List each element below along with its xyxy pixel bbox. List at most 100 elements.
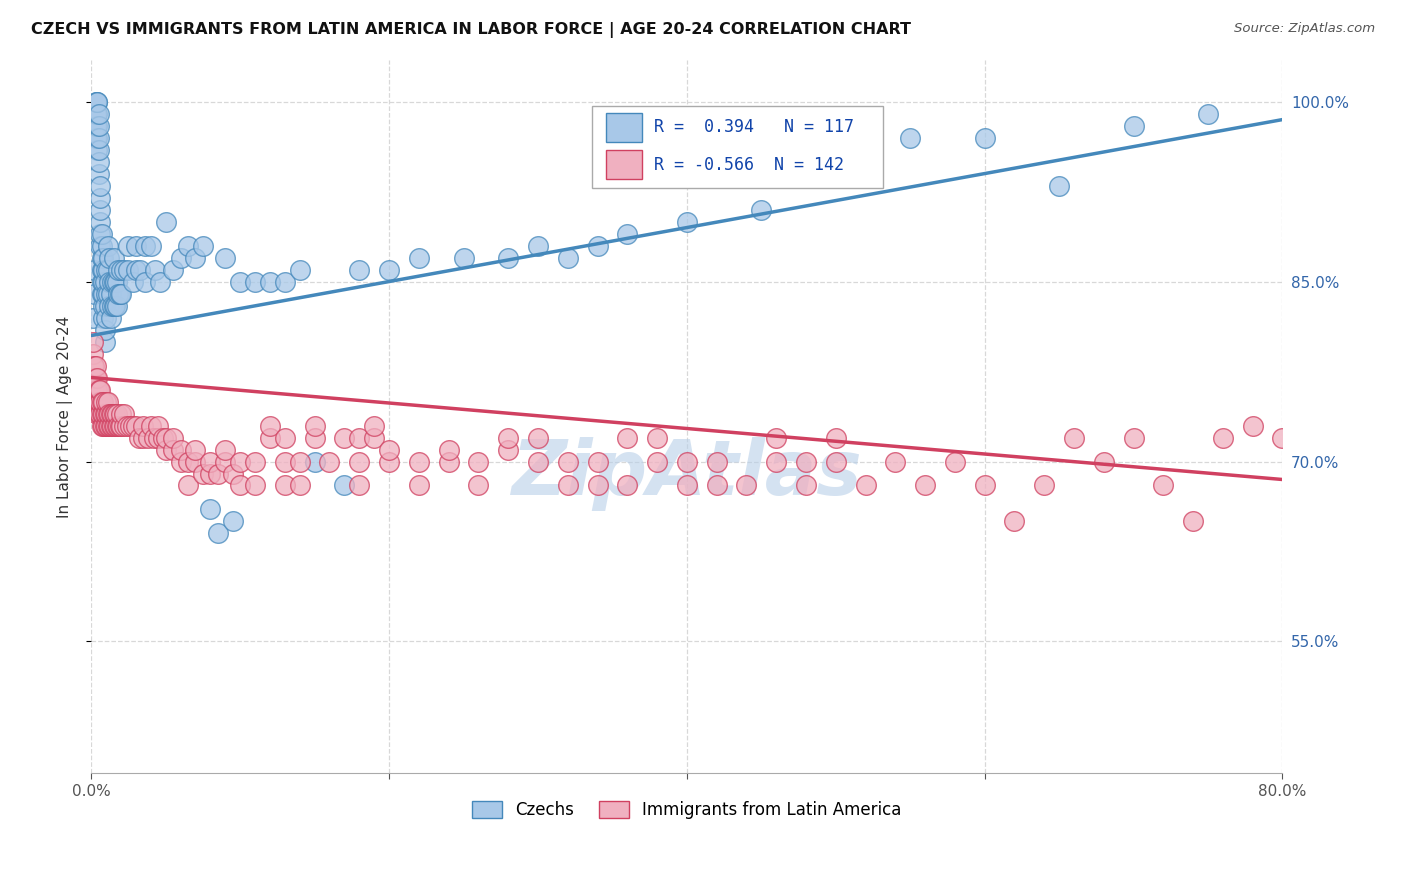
Point [136, 430, 159, 444]
Point [93, 275, 115, 289]
Point [557, 251, 579, 265]
Point [1182, 515, 1205, 529]
Point [103, 418, 125, 433]
Point [91, 275, 114, 289]
Point [527, 238, 550, 252]
Point [222, 467, 245, 481]
Point [706, 478, 728, 492]
Point [1212, 430, 1234, 444]
Point [101, 299, 124, 313]
Point [122, 418, 145, 433]
Point [214, 442, 236, 457]
Point [765, 454, 787, 468]
Point [84, 383, 107, 397]
Point [134, 238, 156, 252]
Point [191, 467, 214, 481]
Point [97, 262, 120, 277]
Point [93, 299, 115, 313]
Point [94, 262, 117, 277]
Point [148, 430, 170, 444]
Point [184, 454, 207, 468]
Point [333, 478, 356, 492]
Point [274, 275, 297, 289]
Point [259, 275, 281, 289]
Point [91, 418, 114, 433]
Point [288, 262, 311, 277]
Point [200, 454, 222, 468]
Point [90, 286, 112, 301]
Point [91, 407, 114, 421]
Point [184, 442, 207, 457]
Point [90, 262, 112, 277]
Point [89, 190, 111, 204]
Point [110, 418, 132, 433]
Point [453, 251, 475, 265]
Point [86, 143, 108, 157]
Point [749, 202, 772, 217]
Point [222, 515, 245, 529]
Point [97, 394, 120, 409]
Point [132, 418, 155, 433]
Point [824, 430, 846, 444]
Point [229, 275, 252, 289]
Point [1122, 430, 1144, 444]
Point [103, 299, 125, 313]
Point [139, 418, 162, 433]
Point [91, 299, 114, 313]
Point [87, 154, 110, 169]
Point [943, 454, 966, 468]
Text: R = -0.566  N = 142: R = -0.566 N = 142 [654, 155, 844, 174]
Point [86, 394, 108, 409]
Point [207, 467, 229, 481]
Point [91, 262, 114, 277]
Point [94, 407, 117, 421]
Point [105, 407, 128, 421]
Point [87, 119, 110, 133]
Point [437, 454, 460, 468]
Bar [606, 150, 641, 178]
Point [496, 251, 519, 265]
Point [98, 418, 121, 433]
Point [104, 407, 127, 421]
Point [152, 430, 174, 444]
Point [87, 167, 110, 181]
Point [112, 407, 135, 421]
Point [274, 454, 297, 468]
Point [914, 478, 936, 492]
Text: R =  0.394   N = 117: R = 0.394 N = 117 [654, 119, 853, 136]
Point [855, 478, 877, 492]
Point [86, 95, 108, 109]
Point [87, 130, 110, 145]
Point [82, 346, 104, 360]
Point [794, 478, 817, 492]
FancyBboxPatch shape [592, 106, 883, 188]
Point [616, 430, 638, 444]
Point [105, 418, 128, 433]
Point [191, 238, 214, 252]
Point [93, 418, 115, 433]
Point [1063, 430, 1085, 444]
Point [169, 454, 191, 468]
Point [86, 130, 108, 145]
Point [229, 478, 252, 492]
Point [107, 418, 129, 433]
Point [117, 262, 139, 277]
Point [349, 478, 371, 492]
Point [112, 262, 135, 277]
Point [169, 251, 191, 265]
Point [586, 478, 609, 492]
Point [84, 359, 107, 373]
Point [90, 407, 112, 421]
Point [149, 275, 172, 289]
Point [363, 430, 385, 444]
Point [125, 418, 148, 433]
Point [437, 442, 460, 457]
Point [794, 454, 817, 468]
Point [129, 262, 152, 277]
Point [101, 275, 124, 289]
Point [89, 407, 111, 421]
Point [86, 119, 108, 133]
Point [94, 286, 117, 301]
Point [87, 383, 110, 397]
Point [101, 418, 124, 433]
